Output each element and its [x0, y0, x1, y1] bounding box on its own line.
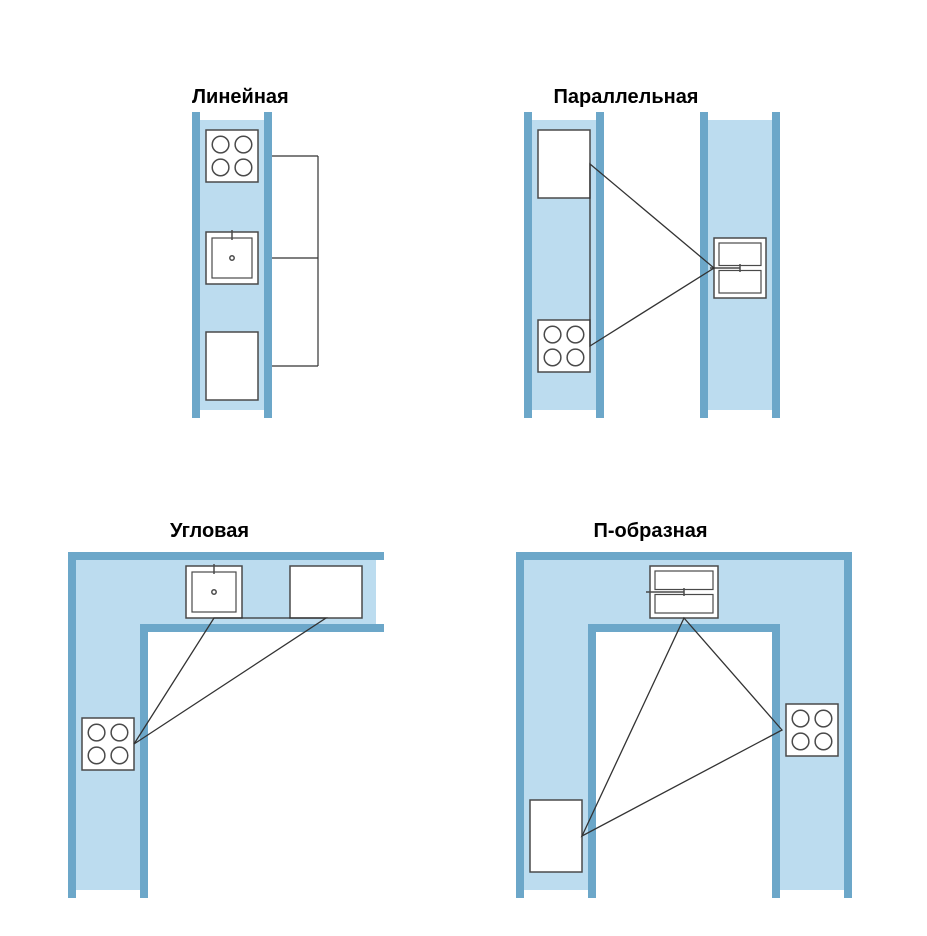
- cell-u-shaped: П-образная: [464, 468, 927, 936]
- title-parallel: Параллельная: [554, 86, 699, 109]
- title-linear: Линейная: [192, 86, 289, 109]
- layouts-grid: Линейная Параллельная Угловая П-образная: [0, 0, 927, 927]
- cell-parallel: Параллельная: [464, 0, 927, 468]
- diagram-linear: [0, 0, 463, 463]
- cell-linear: Линейная: [0, 0, 464, 468]
- cell-corner: Угловая: [0, 468, 464, 936]
- diagram-parallel: [464, 0, 927, 463]
- title-corner: Угловая: [170, 520, 249, 543]
- title-u-shaped: П-образная: [594, 520, 708, 543]
